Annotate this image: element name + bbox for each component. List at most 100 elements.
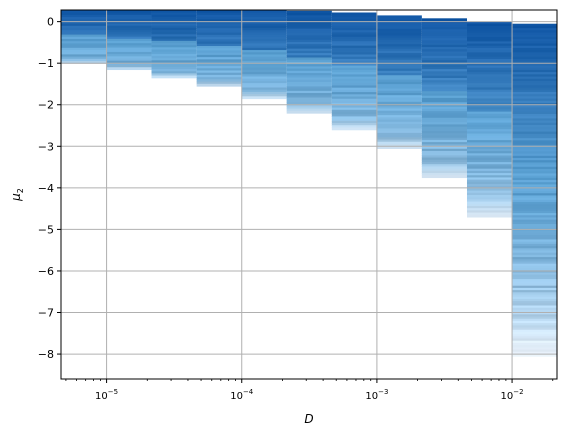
heatmap-cell	[421, 84, 467, 88]
heatmap-cell	[376, 59, 422, 63]
x-tick-label: 10−5	[95, 388, 118, 402]
heatmap-cell	[421, 164, 467, 168]
heatmap-cell	[512, 32, 557, 36]
heatmap-cell	[466, 184, 513, 187]
heatmap-cell	[376, 73, 422, 76]
heatmap-cell	[512, 65, 557, 69]
heatmap-cell	[376, 37, 422, 41]
heatmap-cell	[106, 27, 152, 31]
heatmap-cell	[421, 93, 467, 97]
heatmap-cell	[421, 91, 467, 95]
heatmap-cell	[466, 78, 513, 82]
heatmap-cell	[466, 96, 513, 100]
heatmap-cell	[151, 25, 197, 29]
heatmap-cell	[106, 60, 152, 64]
heatmap-cell	[151, 10, 197, 14]
heatmap-cell	[376, 55, 422, 59]
heatmap-cell	[512, 285, 557, 289]
heatmap-cell	[196, 59, 242, 63]
heatmap-cell	[512, 193, 557, 197]
heatmap-cell	[151, 16, 197, 20]
heatmap-cell	[376, 130, 422, 134]
heatmap-cell	[466, 43, 513, 47]
heatmap-cell	[241, 23, 287, 27]
heatmap-cell	[196, 48, 242, 52]
heatmap-cell	[421, 44, 467, 48]
heatmap-cell	[466, 148, 513, 152]
heatmap-cell	[196, 17, 242, 20]
heatmap-cell	[466, 203, 513, 207]
heatmap-cell	[466, 124, 513, 128]
heatmap-cell	[466, 102, 513, 106]
heatmap-cell	[466, 155, 513, 159]
heatmap-cell	[106, 43, 152, 46]
heatmap-cell	[421, 64, 467, 68]
heatmap-cell	[286, 106, 332, 110]
heatmap-cell	[512, 217, 557, 221]
heatmap-cell	[512, 230, 557, 234]
heatmap-cell	[512, 254, 557, 258]
heatmap-cell	[512, 23, 557, 27]
heatmap-cell	[512, 85, 557, 89]
heatmap-cell	[512, 215, 557, 219]
heatmap-cell	[106, 32, 152, 36]
heatmap-cell	[512, 237, 557, 241]
heatmap-cell	[421, 122, 467, 126]
heatmap-cell	[512, 235, 557, 238]
heatmap-cell	[512, 188, 557, 192]
heatmap-cell	[241, 69, 287, 73]
heatmap-cell	[512, 184, 557, 188]
heatmap-cell	[241, 67, 287, 71]
heatmap-cell	[376, 48, 422, 52]
heatmap-cell	[106, 38, 152, 42]
heatmap-cell	[421, 24, 467, 28]
x-axis-label: D	[304, 412, 313, 426]
heatmap-cell	[376, 135, 422, 138]
heatmap-cell	[331, 61, 377, 64]
heatmap-cell	[466, 164, 513, 168]
heatmap-cell	[241, 78, 287, 82]
heatmap-cell	[512, 87, 557, 91]
heatmap-cell	[512, 131, 557, 135]
heatmap-cell	[196, 81, 242, 85]
heatmap-column	[421, 18, 467, 179]
heatmap-cell	[196, 39, 242, 43]
heatmap-cell	[241, 89, 287, 93]
heatmap-cell	[286, 90, 332, 94]
heatmap-cell	[421, 75, 467, 79]
heatmap-cell	[61, 17, 107, 20]
heatmap-cell	[466, 214, 513, 218]
heatmap-cell	[512, 56, 557, 60]
heatmap-cell	[512, 34, 557, 38]
heatmap-cell	[512, 129, 557, 133]
heatmap-cell	[106, 51, 152, 55]
heatmap-cell	[286, 101, 332, 105]
heatmap-cell	[376, 84, 422, 87]
heatmap-cell	[241, 91, 287, 95]
heatmap-cell	[331, 92, 377, 95]
heatmap-cell	[512, 314, 557, 318]
heatmap-cell	[512, 25, 557, 29]
heatmap-cell	[241, 80, 287, 84]
heatmap-cell	[421, 60, 467, 64]
heatmap-cell	[421, 155, 467, 159]
heatmap-cell	[512, 353, 557, 357]
heatmap-cell	[512, 41, 557, 45]
heatmap-cell	[61, 52, 107, 55]
heatmap-cell	[512, 316, 557, 320]
heatmap-cell	[286, 21, 332, 25]
heatmap-cell	[466, 205, 513, 209]
heatmap-cell	[331, 96, 377, 100]
heatmap-cell	[512, 281, 557, 285]
heatmap-cell	[512, 50, 557, 53]
heatmap-cell	[512, 100, 557, 104]
heatmap-cell	[512, 334, 557, 337]
heatmap-cell	[466, 52, 513, 56]
heatmap-cell	[286, 57, 332, 61]
heatmap-cell	[331, 125, 377, 129]
heatmap-cell	[376, 128, 422, 132]
heatmap-cell	[61, 32, 107, 36]
heatmap-cell	[286, 50, 332, 54]
heatmap-cell	[512, 74, 557, 78]
heatmap-cell	[421, 161, 467, 165]
